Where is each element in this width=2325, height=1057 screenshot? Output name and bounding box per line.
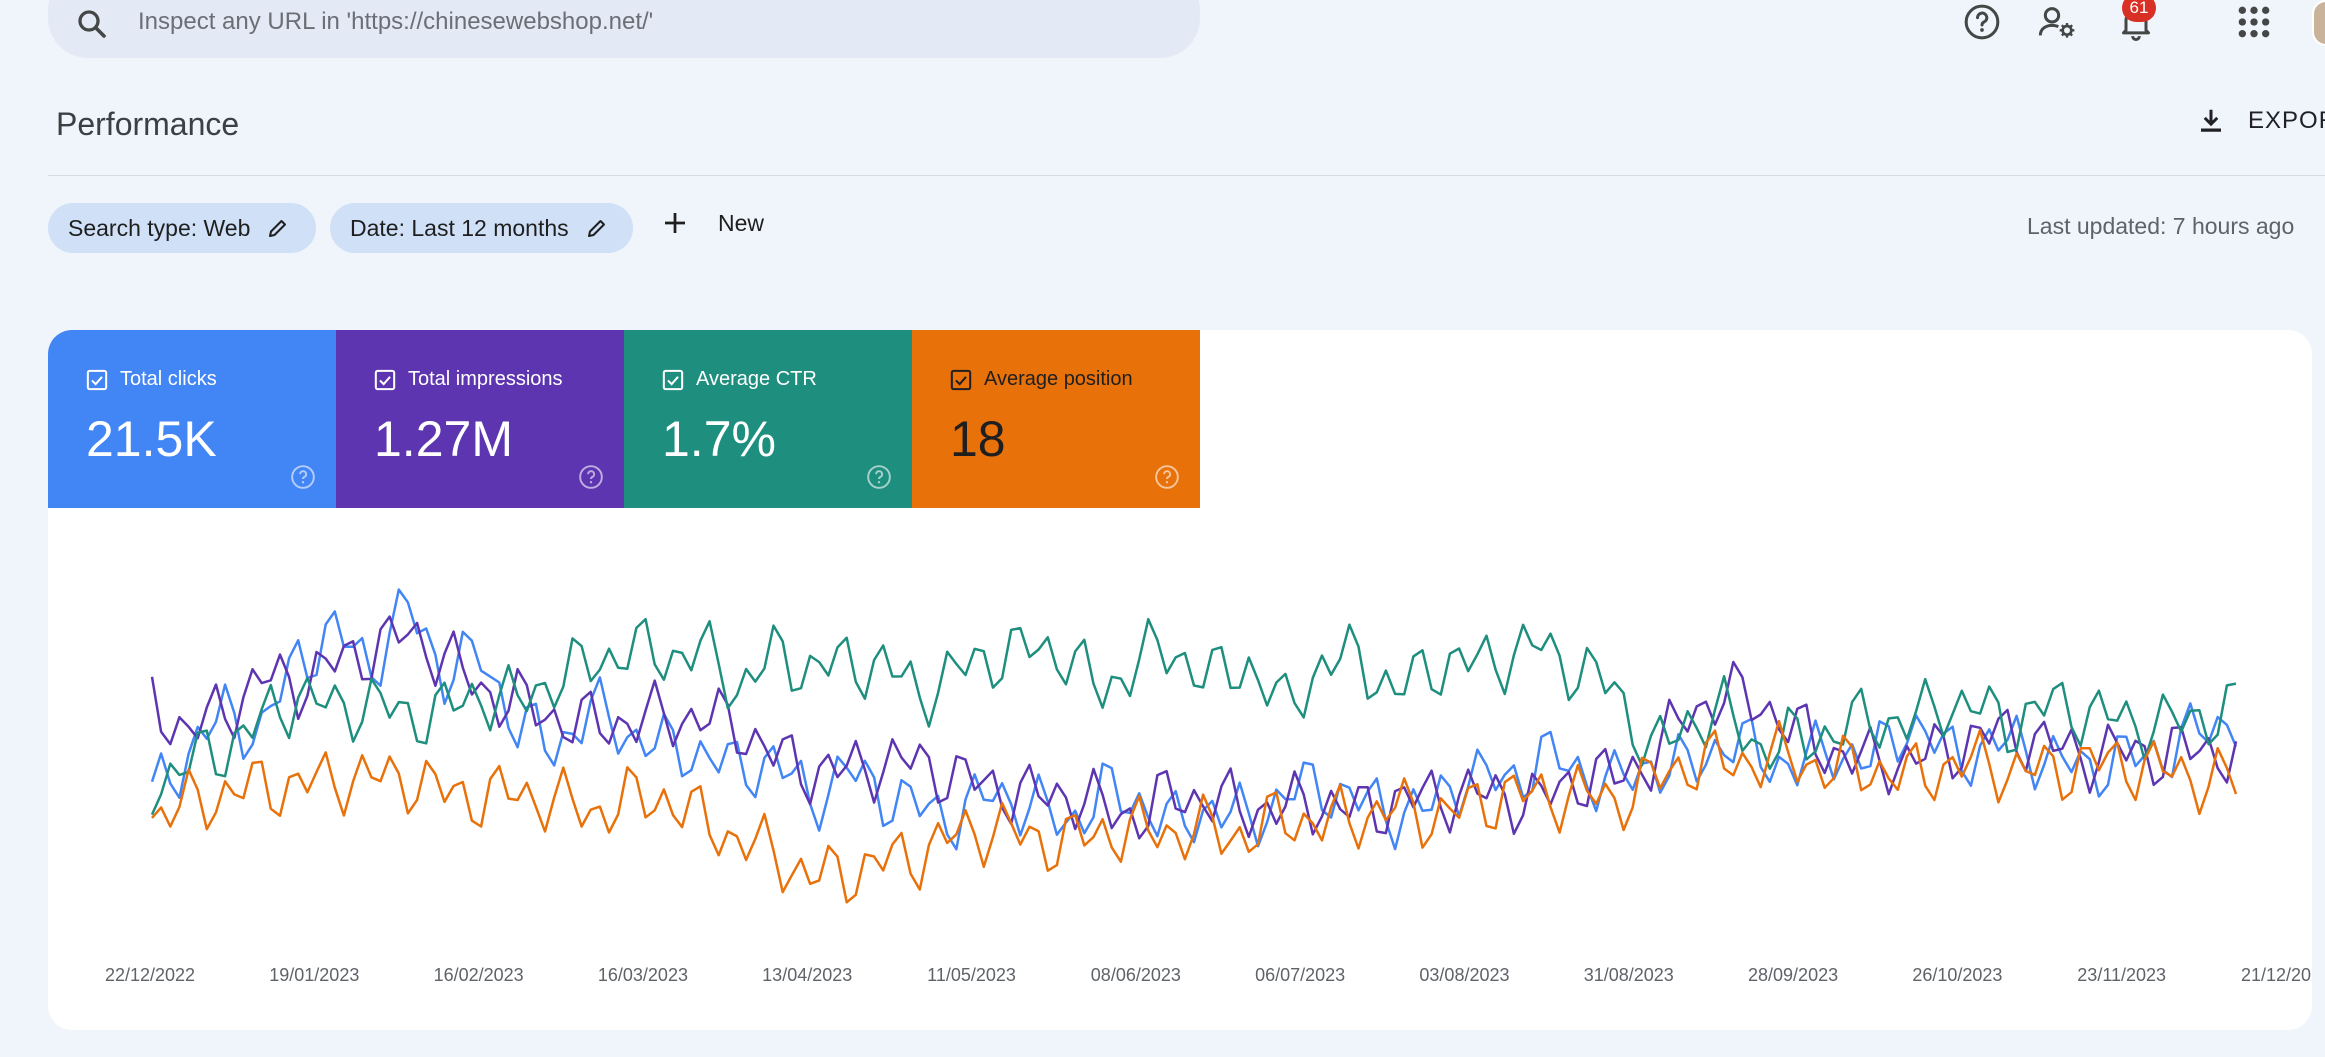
metric-card-average-ctr[interactable]: Average CTR 1.7% — [624, 330, 912, 508]
series-line-2[interactable] — [150, 615, 2238, 840]
series-line-3[interactable] — [150, 617, 2237, 816]
manage-users-icon[interactable] — [2037, 2, 2077, 42]
x-tick-label: 03/08/2023 — [1419, 965, 1509, 985]
date-filter-label: Date: Last 12 months — [350, 214, 569, 241]
divider — [48, 175, 2325, 176]
performance-card: Total clicks 21.5K Total impressions 1.2… — [48, 330, 2312, 1030]
metric-card-total-impressions[interactable]: Total impressions 1.27M — [336, 330, 624, 508]
x-tick-label: 31/08/2023 — [1584, 965, 1674, 985]
search-input[interactable]: Inspect any URL in 'https://chinesewebsh… — [138, 8, 654, 35]
x-tick-label: 13/04/2023 — [762, 965, 852, 985]
search-bar[interactable] — [48, 0, 1200, 58]
help-icon[interactable] — [866, 464, 892, 490]
apps-grid-icon[interactable] — [2234, 2, 2274, 42]
export-label: EXPORT — [2248, 107, 2325, 134]
x-tick-label: 16/02/2023 — [434, 965, 524, 985]
metric-card-average-position[interactable]: Average position 18 — [912, 330, 1200, 508]
x-tick-label: 19/01/2023 — [269, 965, 359, 985]
new-filter-label: New — [718, 209, 765, 236]
metric-value: 18 — [950, 411, 1006, 467]
series-line-4[interactable] — [151, 719, 2238, 904]
x-tick-label: 21/12/2023 — [2241, 965, 2312, 985]
search-type-filter-chip[interactable]: Search type: Web — [48, 203, 316, 253]
x-tick-label: 11/05/2023 — [927, 965, 1016, 985]
help-icon[interactable] — [1962, 2, 2002, 42]
series-line-1[interactable] — [150, 588, 2238, 851]
avatar[interactable] — [2312, 0, 2325, 46]
page-title: Performance — [56, 106, 240, 142]
x-tick-label: 16/03/2023 — [598, 965, 688, 985]
metric-label: Average CTR — [696, 368, 817, 390]
metric-label: Total impressions — [408, 368, 563, 390]
metric-label: Average position — [984, 368, 1133, 390]
x-tick-label: 08/06/2023 — [1091, 965, 1181, 985]
help-icon[interactable] — [1154, 464, 1180, 490]
plus-icon — [665, 213, 685, 233]
new-filter-button[interactable]: New — [660, 208, 764, 238]
export-button[interactable]: EXPORT — [2196, 106, 2325, 136]
download-icon — [2201, 109, 2221, 132]
help-icon[interactable] — [290, 464, 316, 490]
metric-value: 1.7% — [662, 411, 776, 467]
x-tick-label: 23/11/2023 — [2077, 965, 2166, 985]
edit-icon — [269, 220, 287, 237]
notification-count-badge: 61 — [2122, 0, 2156, 22]
x-tick-label: 28/09/2023 — [1748, 965, 1838, 985]
x-tick-label: 22/12/2022 — [105, 965, 195, 985]
x-tick-label: 26/10/2023 — [1912, 965, 2002, 985]
checkbox-checked-icon[interactable] — [950, 369, 972, 391]
checkbox-checked-icon[interactable] — [86, 369, 108, 391]
search-icon — [78, 10, 106, 38]
search-type-filter-label: Search type: Web — [68, 214, 251, 241]
date-filter-chip[interactable]: Date: Last 12 months — [330, 203, 633, 253]
performance-line-chart[interactable]: 22/12/2022 19/01/2023 16/02/2023 16/03/2023… — [48, 510, 2312, 1030]
metric-card-total-clicks[interactable]: Total clicks 21.5K — [48, 330, 336, 508]
x-tick-label: 06/07/2023 — [1255, 965, 1345, 985]
checkbox-checked-icon[interactable] — [374, 369, 396, 391]
help-icon[interactable] — [578, 464, 604, 490]
edit-icon — [587, 220, 605, 237]
metric-label: Total clicks — [120, 368, 217, 390]
last-updated-text: Last updated: 7 hours ago — [2027, 213, 2295, 239]
checkbox-checked-icon[interactable] — [662, 369, 684, 391]
metric-value: 21.5K — [86, 411, 217, 467]
metric-value: 1.27M — [374, 411, 513, 467]
